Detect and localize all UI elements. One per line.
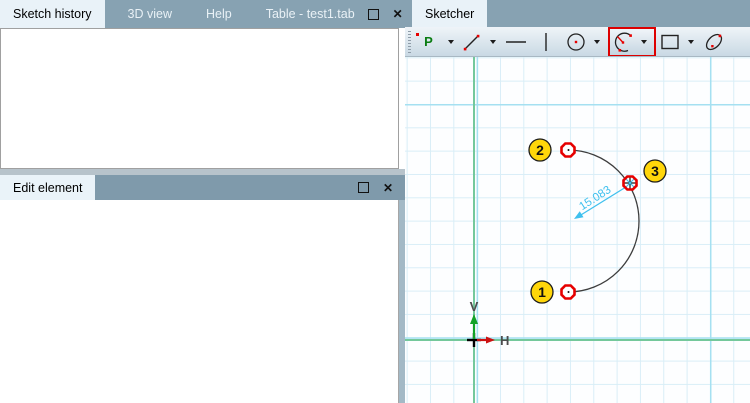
arc-tool-button[interactable] <box>611 29 635 55</box>
h-axis-label: H <box>500 333 509 348</box>
arc-icon <box>614 32 632 52</box>
tab-sketch-history[interactable]: Sketch history <box>0 0 105 28</box>
sketcher-toolbar: P <box>405 27 750 57</box>
badge-2: 2 <box>528 138 552 162</box>
close-icon[interactable]: ✕ <box>382 180 393 195</box>
radius-dimension: 15.083 <box>574 184 627 219</box>
point-tool-button[interactable]: P <box>415 29 442 55</box>
arc-endpoint-marker-2[interactable] <box>560 142 576 158</box>
point-icon: P <box>424 34 433 49</box>
vertical-line-tool-button[interactable] <box>540 29 552 55</box>
tab-sketcher[interactable]: Sketcher <box>412 0 488 27</box>
badge-1: 1 <box>530 280 554 304</box>
tab-table-test1[interactable]: Table - test1.tab <box>265 7 355 21</box>
ellipse-icon <box>705 33 723 50</box>
line-dropdown-icon[interactable] <box>490 39 496 44</box>
toolbar-grip-handle[interactable] <box>407 29 412 54</box>
tab-help[interactable]: Help <box>205 7 232 21</box>
line-icon <box>463 34 480 50</box>
arc-point-marker-3[interactable] <box>622 175 638 191</box>
h-axis-arrow <box>477 336 495 344</box>
arc-endpoint-marker-1[interactable] <box>560 284 576 300</box>
point-dropdown-icon[interactable] <box>448 39 454 44</box>
circle-icon <box>567 32 585 51</box>
rectangle-icon <box>661 34 679 49</box>
circle-dropdown-icon[interactable] <box>594 39 600 44</box>
maximize-icon[interactable] <box>367 8 379 20</box>
sketch-history-content[interactable] <box>0 28 399 169</box>
badge-3-label: 3 <box>651 163 659 179</box>
arc-dropdown-icon[interactable] <box>641 39 647 44</box>
origin-marker: V H <box>467 299 509 348</box>
badge-1-label: 1 <box>538 284 546 300</box>
v-axis-label: V <box>470 299 479 314</box>
circle-tool-button[interactable] <box>564 29 588 55</box>
tab-3d-view[interactable]: 3D view <box>127 7 172 21</box>
badge-3: 3 <box>643 159 667 183</box>
sketcher-tabbar: Sketcher <box>405 0 750 27</box>
rectangle-dropdown-icon[interactable] <box>688 39 694 44</box>
rectangle-tool-button[interactable] <box>658 29 682 55</box>
maximize-icon[interactable] <box>357 182 369 193</box>
ellipse-tool-button[interactable] <box>702 29 726 55</box>
tab-edit-element[interactable]: Edit element <box>0 175 96 200</box>
v-axis-arrow <box>470 314 478 339</box>
close-icon[interactable]: ✕ <box>392 7 403 21</box>
sketcher-canvas[interactable]: 15.083 <box>405 57 750 403</box>
horizontal-line-icon <box>506 40 526 43</box>
horizontal-line-tool-button[interactable] <box>502 29 530 55</box>
badge-2-label: 2 <box>536 142 544 158</box>
panel-edge <box>399 200 405 403</box>
edit-element-header: Edit element ✕ <box>0 175 405 200</box>
edit-element-content[interactable] <box>0 200 399 403</box>
sketch-arc[interactable] <box>567 149 640 293</box>
window-controls: ✕ <box>357 175 405 200</box>
vertical-line-icon <box>545 32 547 51</box>
point-red-dot <box>415 33 419 36</box>
window-controls: ✕ <box>367 0 415 28</box>
arc-tool-highlight <box>608 27 656 56</box>
sketch-history-tabbar: Sketch history 3D view Help Table - test… <box>0 0 405 28</box>
panel-divider <box>0 169 405 175</box>
line-tool-button[interactable] <box>460 29 484 55</box>
